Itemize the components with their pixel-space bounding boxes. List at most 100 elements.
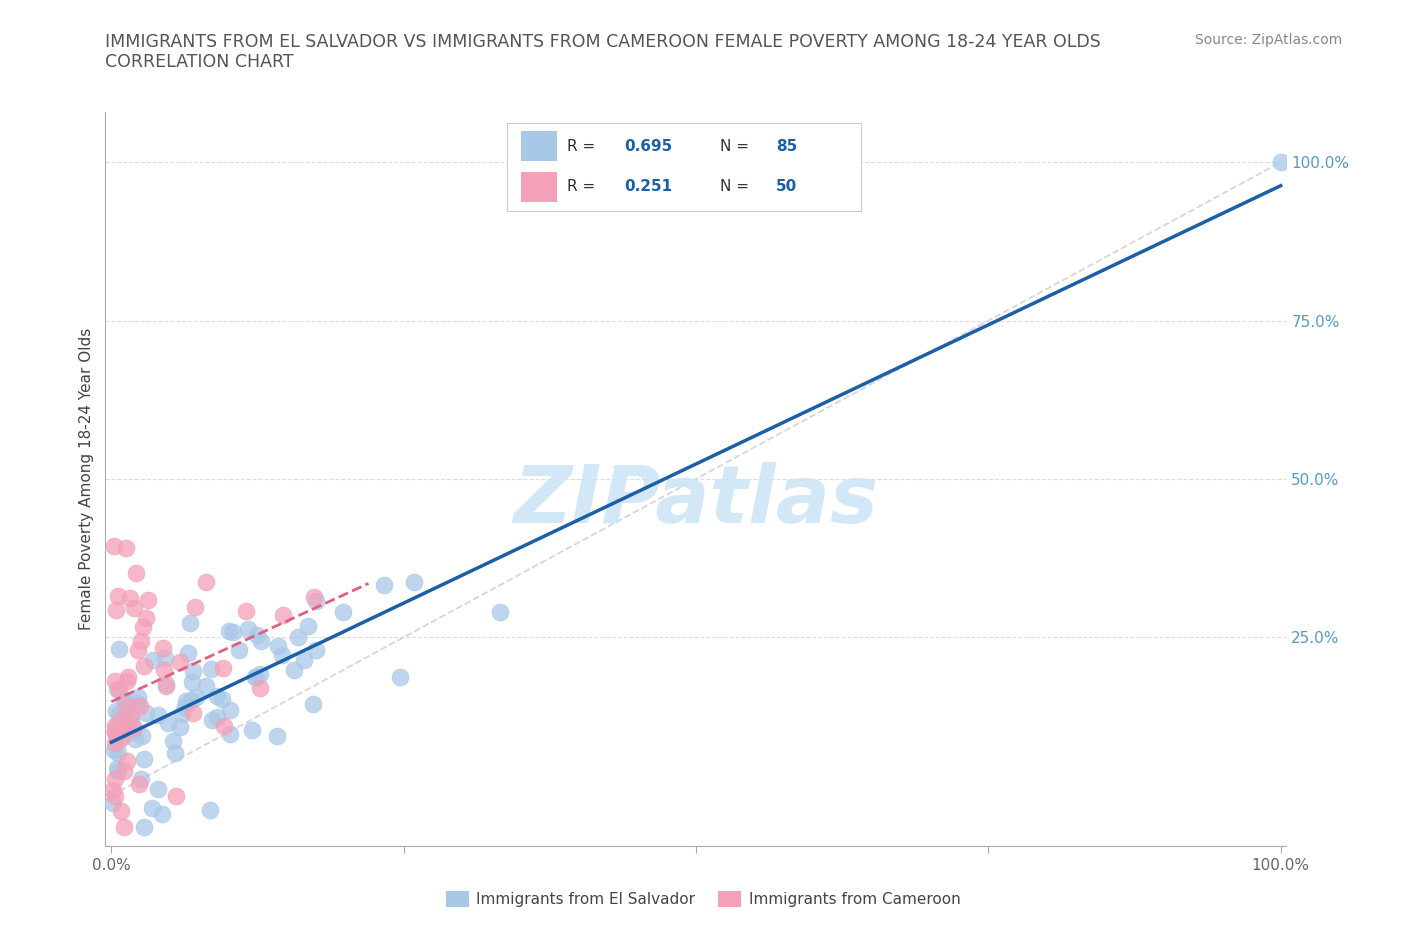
Point (297, 618, 319, 633)
Point (180, 693, 202, 708)
Point (148, 708, 170, 723)
Point (162, 734, 184, 749)
Point (103, 538, 125, 553)
Point (104, 772, 127, 787)
Point (131, 729, 153, 744)
Point (115, 540, 138, 555)
Point (104, 724, 127, 738)
Point (249, 667, 271, 682)
Point (112, 716, 135, 731)
Point (101, 795, 124, 810)
Point (201, 713, 224, 728)
Point (132, 620, 155, 635)
Point (174, 699, 197, 714)
Point (108, 642, 131, 657)
Point (105, 682, 128, 697)
Point (287, 630, 309, 644)
Point (205, 688, 228, 703)
Point (150, 807, 173, 822)
Point (111, 730, 134, 745)
Point (219, 726, 242, 741)
Point (155, 677, 177, 692)
Point (107, 718, 129, 733)
Point (107, 745, 129, 760)
Point (108, 683, 131, 698)
Point (332, 604, 354, 619)
Point (124, 732, 146, 747)
Point (105, 761, 128, 776)
Point (240, 723, 263, 737)
Point (153, 663, 176, 678)
Point (108, 733, 131, 748)
Point (104, 726, 127, 741)
Point (305, 594, 328, 609)
Point (120, 707, 142, 722)
Point (115, 673, 138, 688)
Point (200, 661, 222, 676)
Point (112, 820, 135, 835)
Point (121, 718, 143, 733)
Point (228, 643, 250, 658)
Point (118, 591, 141, 605)
Point (266, 728, 288, 743)
Point (214, 719, 236, 734)
Point (134, 658, 156, 673)
Point (267, 639, 290, 654)
Point (121, 724, 143, 739)
Point (163, 746, 186, 761)
Point (283, 662, 305, 677)
Point (134, 820, 156, 835)
Point (112, 764, 135, 778)
Text: ZIPatlas: ZIPatlas (513, 462, 879, 540)
Point (107, 764, 129, 778)
Point (104, 724, 127, 739)
Point (195, 678, 218, 693)
Point (373, 578, 395, 592)
Point (222, 625, 245, 640)
Point (170, 707, 193, 722)
Point (177, 645, 200, 660)
Point (103, 742, 125, 757)
Point (165, 789, 187, 804)
Point (122, 721, 145, 736)
Point (186, 690, 208, 705)
Point (104, 735, 127, 750)
Point (301, 697, 323, 711)
Point (132, 751, 155, 766)
Point (129, 698, 152, 713)
Point (302, 589, 325, 604)
Point (127, 690, 149, 705)
Point (125, 565, 148, 580)
Point (212, 661, 235, 676)
Point (404, 574, 426, 589)
Point (211, 692, 233, 707)
Point (129, 772, 152, 787)
Point (107, 589, 129, 604)
Point (218, 624, 240, 639)
Point (115, 718, 138, 733)
Point (305, 643, 328, 658)
Point (117, 718, 139, 733)
Point (243, 670, 266, 684)
Point (141, 801, 163, 816)
Point (246, 627, 269, 642)
Point (156, 716, 179, 731)
Point (114, 695, 136, 710)
Point (136, 593, 159, 608)
Point (112, 692, 135, 707)
Point (114, 716, 136, 731)
Point (104, 719, 127, 734)
Text: IMMIGRANTS FROM EL SALVADOR VS IMMIGRANTS FROM CAMEROON FEMALE POVERTY AMONG 18-: IMMIGRANTS FROM EL SALVADOR VS IMMIGRANT… (105, 33, 1101, 50)
Point (271, 608, 294, 623)
Point (110, 711, 132, 726)
Y-axis label: Female Poverty Among 18-24 Year Olds: Female Poverty Among 18-24 Year Olds (79, 328, 94, 631)
Point (181, 674, 204, 689)
Point (104, 602, 127, 617)
Point (128, 777, 150, 791)
Point (122, 601, 145, 616)
Point (115, 753, 138, 768)
Point (152, 641, 174, 656)
Point (125, 696, 148, 711)
Point (107, 724, 129, 738)
Text: CORRELATION CHART: CORRELATION CHART (105, 53, 294, 71)
